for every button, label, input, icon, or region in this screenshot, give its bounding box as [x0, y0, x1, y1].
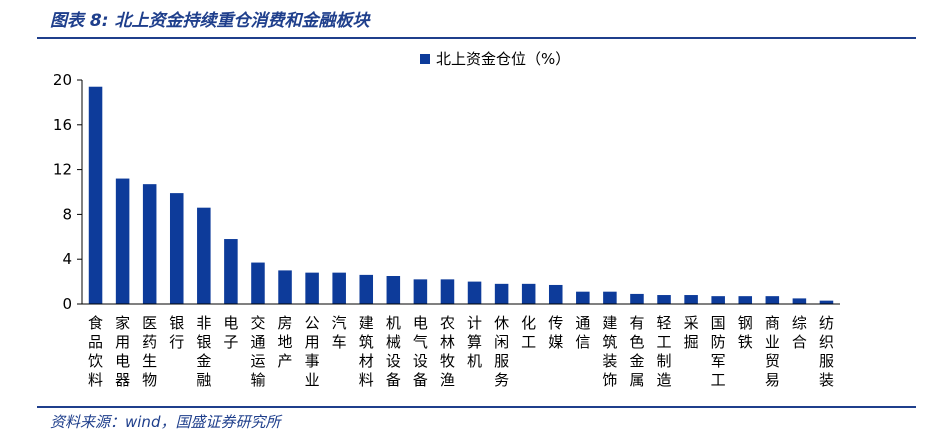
- category-label: 国防军工: [711, 314, 726, 389]
- category-label: 机械设备: [386, 314, 401, 389]
- category-label: 交通运输: [250, 314, 265, 389]
- bar: [792, 298, 807, 304]
- category-label: 计算机: [467, 314, 482, 370]
- category-label: 商业贸易: [765, 314, 780, 389]
- category-label: 钢铁: [738, 314, 753, 351]
- y-tick-label: 16: [53, 116, 72, 134]
- bottom-rule: [37, 406, 916, 408]
- bar: [413, 279, 428, 304]
- category-label: 房地产: [278, 314, 293, 370]
- category-label: 家用电器: [115, 314, 130, 389]
- bar: [197, 207, 211, 304]
- bar: [576, 291, 590, 304]
- category-label: 有色金属: [629, 314, 644, 389]
- bar: [115, 178, 130, 304]
- category-label: 农林牧渔: [440, 314, 455, 389]
- bar: [657, 295, 671, 304]
- y-tick-label: 8: [62, 205, 72, 223]
- bar: [440, 279, 455, 304]
- bar: [521, 283, 536, 304]
- category-label: 通信: [575, 314, 590, 351]
- bar: [494, 283, 509, 304]
- figure-title: 图表 8: 北上资金持续重仓消费和金融板块: [50, 11, 370, 31]
- category-label: 非银金融: [196, 314, 211, 389]
- bar: [684, 295, 698, 304]
- category-label: 建筑材料: [359, 314, 374, 389]
- y-tick-label: 0: [62, 295, 72, 313]
- bar: [169, 193, 184, 304]
- bar: [305, 272, 319, 304]
- category-label: 银行: [169, 314, 184, 351]
- category-label: 公用事业: [305, 314, 320, 389]
- source-note: 资料来源：wind，国盛证券研究所: [50, 413, 281, 431]
- category-label: 纺织服装: [819, 314, 834, 389]
- bar: [738, 296, 753, 304]
- bar: [819, 300, 834, 304]
- category-label: 食品饮料: [88, 314, 103, 389]
- x-axis: 食品饮料家用电器医药生物银行非银金融电子交通运输房地产公用事业汽车建筑材料机械设…: [82, 303, 840, 389]
- y-tick-label: 20: [53, 71, 72, 89]
- bar: [765, 296, 780, 304]
- legend-swatch: [420, 54, 430, 64]
- category-label: 医药生物: [142, 314, 157, 389]
- category-label: 建筑装饰: [602, 314, 617, 389]
- bar: [548, 284, 563, 304]
- category-label: 化工: [521, 314, 536, 351]
- category-label: 汽车: [332, 314, 347, 351]
- bar: [251, 262, 265, 304]
- legend: 北上资金仓位（%）: [420, 50, 570, 68]
- bar: [467, 281, 482, 304]
- bar: [630, 293, 644, 304]
- category-label: 电气设备: [413, 314, 428, 389]
- y-axis: 0 4 8 12 16 20: [53, 71, 83, 313]
- bar: [332, 272, 346, 304]
- bar: [88, 86, 103, 304]
- bar: [603, 291, 617, 304]
- bar: [711, 296, 725, 304]
- category-label: 综合: [792, 314, 807, 351]
- bar: [359, 274, 374, 304]
- legend-label: 北上资金仓位（%）: [436, 50, 570, 68]
- category-label: 电子: [223, 314, 238, 351]
- y-tick-label: 4: [62, 250, 72, 268]
- bar: [386, 276, 401, 304]
- bar: [224, 239, 238, 304]
- category-label: 传媒: [548, 314, 563, 351]
- category-label: 休闲服务: [494, 314, 509, 389]
- y-tick-label: 12: [53, 161, 72, 179]
- bar: [278, 270, 292, 304]
- category-label: 采掘: [684, 314, 699, 351]
- top-rule: [37, 37, 916, 39]
- category-label: 轻工制造: [657, 314, 672, 389]
- bar: [142, 184, 157, 304]
- bars: [88, 86, 834, 304]
